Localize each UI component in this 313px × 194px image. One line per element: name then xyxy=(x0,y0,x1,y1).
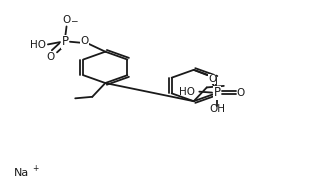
Text: O: O xyxy=(80,36,89,46)
Text: OH: OH xyxy=(209,104,225,114)
Text: Na: Na xyxy=(14,168,29,178)
Text: −: − xyxy=(69,16,77,25)
Text: P: P xyxy=(213,86,220,99)
Text: +: + xyxy=(32,164,38,173)
Text: O: O xyxy=(236,88,244,98)
Text: O: O xyxy=(208,74,217,84)
Text: O: O xyxy=(46,52,54,62)
Text: HO: HO xyxy=(179,87,195,97)
Text: P: P xyxy=(61,35,69,48)
Text: HO: HO xyxy=(30,40,46,50)
Text: O: O xyxy=(62,15,71,24)
